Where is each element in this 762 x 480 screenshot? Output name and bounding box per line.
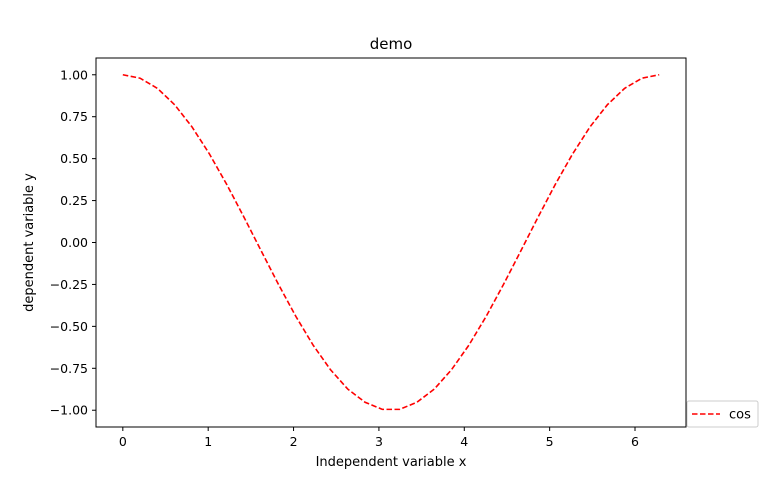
series-layer bbox=[122, 73, 660, 411]
y-tick-label: −0.50 bbox=[50, 319, 88, 334]
x-tick-label: 4 bbox=[460, 434, 468, 449]
chart-title: demo bbox=[370, 35, 413, 53]
y-tick-label: 0.75 bbox=[60, 109, 88, 124]
x-axis-label: Independent variable x bbox=[316, 455, 467, 470]
x-tick-label: 5 bbox=[546, 434, 554, 449]
legend: cos bbox=[686, 400, 759, 428]
x-tick-label: 6 bbox=[631, 434, 639, 449]
y-tick-label: 0.50 bbox=[60, 151, 88, 166]
y-tick-label: 0.25 bbox=[60, 193, 88, 208]
y-axis-label: dependent variable y bbox=[22, 173, 37, 312]
series-line-cos bbox=[122, 73, 660, 411]
plot-frame bbox=[95, 57, 687, 428]
x-tick-label: 1 bbox=[204, 434, 212, 449]
x-tick-label: 3 bbox=[375, 434, 383, 449]
x-tick-label: 0 bbox=[119, 434, 127, 449]
ticks: 0 1 2 3 4 5 6 −1.00 −0.75 −0.50 −0.25 0.00 0.25 0.50 0… bbox=[50, 67, 639, 449]
legend-box bbox=[686, 400, 759, 428]
x-tick-label: 2 bbox=[290, 434, 298, 449]
legend-label-cos: cos bbox=[729, 408, 751, 423]
y-tick-label: −0.25 bbox=[50, 277, 88, 292]
y-tick-label: 0.00 bbox=[60, 235, 88, 250]
y-tick-label: 1.00 bbox=[60, 67, 88, 82]
y-tick-label: −0.75 bbox=[50, 361, 88, 376]
y-tick-label: −1.00 bbox=[50, 403, 88, 418]
